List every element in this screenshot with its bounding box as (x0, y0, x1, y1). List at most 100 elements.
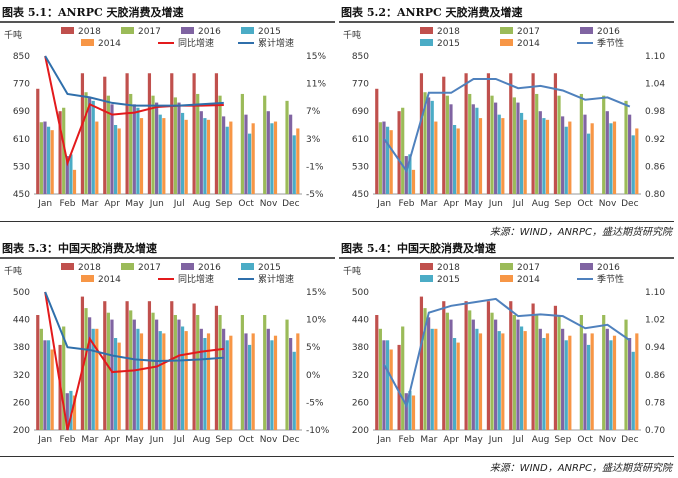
bar-2018 (464, 73, 468, 194)
y2-tick-label: 0% (306, 371, 321, 381)
x-tick-label: Nov (599, 435, 617, 445)
x-tick-label: Jul (173, 199, 185, 209)
y2-tick-label: 15% (306, 52, 326, 62)
source-rule (0, 456, 674, 457)
bar-2016 (244, 114, 248, 194)
bar-2018 (397, 111, 401, 194)
bar-2015 (136, 328, 140, 430)
bar-2016 (427, 97, 431, 194)
y2-tick-label: 11% (306, 80, 326, 90)
legend-swatch (81, 275, 94, 282)
y2-tick-label: 0.78 (645, 398, 665, 408)
bar-2015 (180, 326, 185, 430)
y-tick-label: 690 (13, 107, 30, 117)
x-tick-label: Sep (554, 199, 571, 209)
bar-2017 (423, 92, 427, 194)
bar-2015 (113, 338, 118, 430)
bar-2018 (442, 76, 446, 194)
y2-tick-label: 0.86 (645, 371, 665, 381)
legend-swatch (500, 263, 513, 270)
bar-2015 (497, 114, 501, 194)
bar-2017 (218, 95, 222, 194)
chart-svg: 千吨 2018 2017 2016 2015 2014 季节性 450 530 610 690 770… (343, 27, 665, 209)
bar-2014 (389, 130, 393, 194)
x-tick-label: Mar (420, 199, 437, 209)
bar-2016 (222, 328, 226, 430)
y2-tick-label: 0.86 (645, 162, 665, 172)
x-tick-label: Dec (621, 435, 638, 445)
bar-2018 (170, 301, 174, 430)
bar-2014 (139, 333, 144, 430)
y-tick-label: 440 (13, 316, 30, 326)
bar-2015 (609, 340, 613, 430)
bar-2015 (609, 123, 613, 194)
legend-label: 2014 (98, 275, 121, 285)
bar-2017 (579, 93, 583, 194)
chart-panel-1: 图表 5.1：ANRPC 天胶消费及增速 千吨 2018 2017 2016 2015 2… (0, 4, 339, 212)
y-tick-label: 200 (13, 426, 30, 436)
legend-swatch (500, 39, 513, 46)
bar-2015 (270, 340, 274, 430)
bar-2017 (624, 100, 628, 194)
legend-swatch (580, 27, 593, 34)
bar-2017 (512, 315, 516, 430)
bar-2018 (192, 303, 196, 430)
bar-2015 (46, 340, 51, 430)
bar-2014 (229, 335, 233, 430)
bar-2014 (273, 121, 278, 194)
bar-2017 (401, 107, 405, 194)
bar-2015 (247, 344, 252, 430)
bar-2014 (523, 119, 527, 194)
bar-2015 (564, 340, 568, 430)
legend-label: 2015 (437, 275, 460, 285)
bar-2016 (382, 121, 386, 194)
x-tick-label: Jan (376, 435, 391, 445)
bar-2017 (579, 315, 583, 430)
bar-2014 (635, 128, 639, 194)
bar-2018 (509, 301, 513, 430)
bar-2014 (251, 123, 255, 194)
bar-2016 (65, 393, 69, 430)
bar-2017 (62, 107, 66, 194)
y2-tick-label: 5% (306, 343, 321, 353)
bar-2016 (289, 114, 293, 194)
bar-2016 (605, 328, 609, 430)
y-unit-label: 千吨 (343, 29, 361, 41)
bar-2018 (486, 73, 491, 194)
bar-2017 (378, 328, 382, 430)
x-tick-label: Feb (60, 199, 76, 209)
x-tick-label: Oct (238, 435, 254, 445)
bar-2015 (91, 100, 95, 194)
chart-panel-2: 图表 5.2：ANRPC 天胶消费及增速 千吨 2018 2017 2016 2015 2… (339, 4, 678, 212)
bar-2015 (631, 351, 635, 430)
x-tick-label: Sep (554, 435, 571, 445)
y-tick-label: 320 (13, 371, 30, 381)
bar-2014 (501, 118, 505, 194)
x-tick-label: Feb (399, 435, 415, 445)
bar-2016 (155, 319, 159, 430)
x-tick-label: Apr (443, 435, 459, 445)
legend-label: 2018 (437, 27, 460, 37)
bar-2018 (553, 305, 558, 430)
bar-2017 (173, 315, 177, 430)
legend-swatch (181, 27, 194, 34)
source-note: 来源：WIND，ANRPC，盛达期货研究院 (489, 463, 672, 474)
bar-2018 (103, 76, 107, 194)
bar-2014 (117, 342, 121, 430)
bar-2018 (80, 73, 85, 194)
x-tick-label: May (125, 199, 144, 209)
x-tick-label: Aug (532, 199, 550, 209)
bar-2014 (389, 349, 393, 430)
bar-2017 (535, 93, 539, 194)
bar-2016 (471, 319, 475, 430)
y2-tick-label: 0.70 (645, 426, 665, 436)
bar-2016 (244, 333, 248, 430)
legend-label: 2018 (437, 263, 460, 273)
y2-tick-label: 0.92 (645, 135, 665, 145)
title-rule (339, 257, 674, 259)
x-tick-label: Aug (193, 435, 211, 445)
bar-2015 (203, 118, 207, 194)
bar-2016 (177, 102, 181, 194)
bar-2014 (612, 335, 617, 430)
y2-tick-label: 10% (306, 316, 326, 326)
